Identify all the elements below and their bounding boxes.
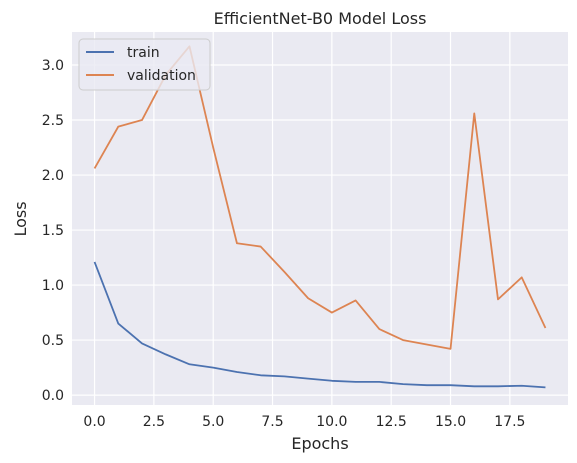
x-tick-label: 17.5 bbox=[494, 414, 525, 430]
x-tick-label: 5.0 bbox=[202, 414, 224, 430]
y-tick-label: 3.0 bbox=[42, 58, 64, 74]
chart-title: EfficientNet-B0 Model Loss bbox=[214, 9, 427, 28]
y-tick-label: 0.5 bbox=[42, 333, 64, 349]
y-tick-label: 2.0 bbox=[42, 168, 64, 184]
y-tick-label: 1.0 bbox=[42, 278, 64, 294]
y-tick-label: 2.5 bbox=[42, 113, 64, 129]
x-tick-label: 15.0 bbox=[435, 414, 466, 430]
y-tick-label: 0.0 bbox=[42, 388, 64, 404]
series-line-train bbox=[93, 261, 546, 389]
y-tick-labels: 0.0 0.5 1.0 1.5 2.0 2.5 3.0 bbox=[42, 58, 64, 404]
y-tick-label: 1.5 bbox=[42, 223, 64, 239]
x-tick-labels: 0.0 2.5 5.0 7.5 10.0 12.5 15.0 17.5 bbox=[83, 414, 525, 430]
x-tick-label: 10.0 bbox=[316, 414, 347, 430]
x-tick-label: 7.5 bbox=[261, 414, 283, 430]
legend-label-train: train bbox=[127, 45, 160, 61]
legend: train validation bbox=[78, 38, 211, 91]
x-tick-label: 0.0 bbox=[83, 414, 105, 430]
x-axis-label: Epochs bbox=[291, 434, 348, 453]
y-axis-label: Loss bbox=[11, 201, 30, 236]
grid-lines bbox=[72, 32, 568, 405]
legend-label-validation: validation bbox=[127, 68, 196, 84]
x-tick-label: 2.5 bbox=[143, 414, 165, 430]
x-tick-label: 12.5 bbox=[376, 414, 407, 430]
